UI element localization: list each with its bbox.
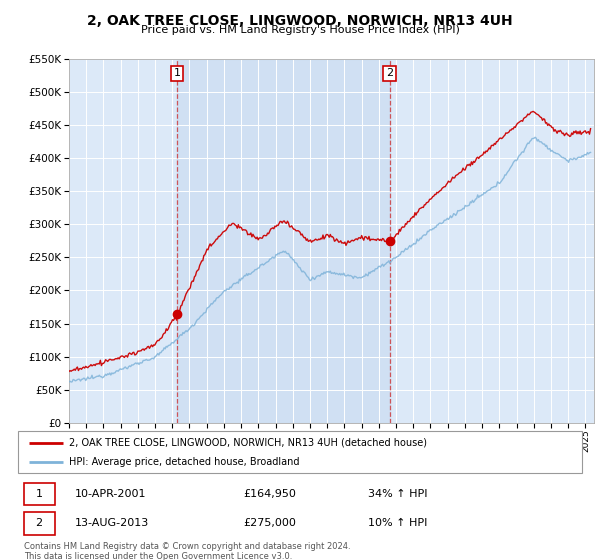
Text: 34% ↑ HPI: 34% ↑ HPI [368,489,427,499]
Text: 10-APR-2001: 10-APR-2001 [74,489,146,499]
Text: 10% ↑ HPI: 10% ↑ HPI [368,519,427,529]
Text: 2, OAK TREE CLOSE, LINGWOOD, NORWICH, NR13 4UH (detached house): 2, OAK TREE CLOSE, LINGWOOD, NORWICH, NR… [69,437,427,447]
Text: £164,950: £164,950 [244,489,296,499]
Text: 1: 1 [173,68,181,78]
Text: Contains HM Land Registry data © Crown copyright and database right 2024.
This d: Contains HM Land Registry data © Crown c… [24,542,350,560]
Text: 13-AUG-2013: 13-AUG-2013 [74,519,149,529]
Text: Price paid vs. HM Land Registry's House Price Index (HPI): Price paid vs. HM Land Registry's House … [140,25,460,35]
Text: HPI: Average price, detached house, Broadland: HPI: Average price, detached house, Broa… [69,457,299,467]
Text: £275,000: £275,000 [244,519,296,529]
FancyBboxPatch shape [18,431,582,473]
Text: 2: 2 [35,519,43,529]
Text: 1: 1 [35,489,43,499]
Bar [23,483,55,505]
Bar [23,512,55,535]
Text: 2: 2 [386,68,393,78]
Bar [177,59,389,423]
Text: 2, OAK TREE CLOSE, LINGWOOD, NORWICH, NR13 4UH: 2, OAK TREE CLOSE, LINGWOOD, NORWICH, NR… [87,14,513,28]
